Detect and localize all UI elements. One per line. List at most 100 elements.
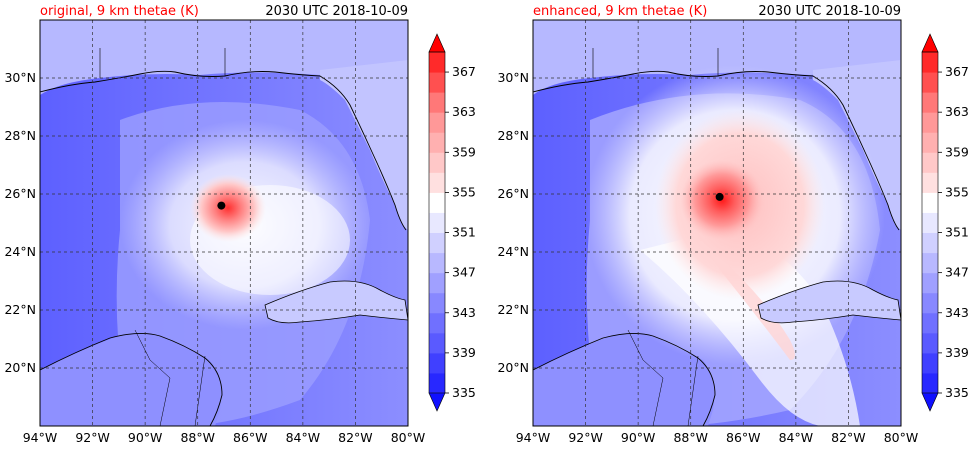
colorbar-tick-label: 363 xyxy=(945,104,969,119)
colorbar-segment xyxy=(922,92,938,113)
colorbar-tick-label: 359 xyxy=(452,144,476,159)
colorbar-segment xyxy=(922,152,938,173)
colorbar-segment xyxy=(429,112,445,133)
colorbar-segment xyxy=(429,212,445,234)
colorbar-segment xyxy=(429,152,445,173)
panel-enhanced-map xyxy=(533,20,901,426)
colorbar-tick-label: 339 xyxy=(945,345,969,360)
lon-tick-label: 86°W xyxy=(726,430,761,445)
colorbar-tick-label: 335 xyxy=(452,385,476,400)
lon-tick-label: 94°W xyxy=(23,430,58,445)
lat-axis: 20°N 22°N 24°N 26°N 28°N 30°N xyxy=(4,70,36,375)
colorbar-segment xyxy=(429,172,445,193)
storm-center-marker xyxy=(217,201,226,210)
colorbar-tick-label: 347 xyxy=(452,265,476,280)
colorbar-frame xyxy=(428,51,446,394)
lon-tick-label: 90°W xyxy=(621,430,656,445)
lat-axis: 20°N 22°N 24°N 26°N 28°N 30°N xyxy=(497,70,529,375)
colorbar-extend-max xyxy=(428,33,446,53)
colorbar-segment xyxy=(429,92,445,113)
land-yucatan xyxy=(533,333,715,426)
lon-tick-label: 92°W xyxy=(568,430,603,445)
lat-tick-label: 30°N xyxy=(4,70,36,85)
lon-axis: 94°W 92°W 90°W 88°W 86°W 84°W 82°W 80°W xyxy=(23,430,426,445)
panel-original-frame xyxy=(39,19,409,427)
colorbar-segment xyxy=(922,312,938,334)
colorbar-segment xyxy=(429,332,445,354)
colorbar-segment xyxy=(922,252,938,274)
lat-tick-label: 22°N xyxy=(4,302,36,317)
colorbar-tick-label: 359 xyxy=(945,144,969,159)
colorbar-segment xyxy=(922,132,938,153)
lon-axis: 94°W 92°W 90°W 88°W 86°W 84°W 82°W 80°W xyxy=(516,430,919,445)
colorbar-segment xyxy=(429,192,445,213)
colorbar-segment xyxy=(429,272,445,294)
storm-core xyxy=(190,174,266,242)
panel-original: original, 9 km thetae (K) 2030 UTC 2018-… xyxy=(4,4,425,445)
colorbar-segment xyxy=(922,52,938,73)
colorbar-segment xyxy=(429,232,445,254)
colorbar-segment xyxy=(429,132,445,153)
lon-tick-label: 80°W xyxy=(391,430,426,445)
state-borders xyxy=(99,48,226,78)
colorbar-extend-min xyxy=(428,392,446,412)
lon-tick-label: 92°W xyxy=(75,430,110,445)
lon-tick-label: 88°W xyxy=(180,430,215,445)
lon-tick-label: 82°W xyxy=(338,430,373,445)
lat-tick-label: 22°N xyxy=(497,302,529,317)
lon-tick-label: 80°W xyxy=(884,430,919,445)
colorbar-tick-label: 363 xyxy=(452,104,476,119)
colorbar-segment xyxy=(922,192,938,213)
lat-tick-label: 24°N xyxy=(4,244,36,259)
lat-tick-label: 30°N xyxy=(497,70,529,85)
colorbar-segment xyxy=(922,172,938,193)
colorbar-segment xyxy=(922,212,938,234)
graticule xyxy=(40,20,408,426)
lat-tick-label: 28°N xyxy=(4,128,36,143)
land-florida xyxy=(320,60,408,230)
colorbar-segment xyxy=(922,72,938,93)
colorbar-segment xyxy=(922,292,938,314)
colorbar-enhanced: 335 339 343 347 351 355 359 363 367 xyxy=(921,33,969,412)
storm-center-marker xyxy=(715,192,724,201)
lat-tick-label: 20°N xyxy=(497,360,529,375)
colorbar-segment xyxy=(922,352,938,374)
lat-tick-label: 26°N xyxy=(497,186,529,201)
coastline-gulf xyxy=(533,70,900,231)
colorbar-segment xyxy=(922,272,938,294)
colorbar-segment xyxy=(922,112,938,133)
panel-original-map xyxy=(40,20,408,426)
rainband xyxy=(700,240,795,360)
colorbar-segment xyxy=(429,312,445,334)
colorbar-segment xyxy=(922,332,938,354)
lon-tick-label: 84°W xyxy=(779,430,814,445)
colorbar-segment xyxy=(429,52,445,73)
colorbar-extend-min xyxy=(921,392,939,412)
coastline-yucatan xyxy=(40,333,223,426)
colorbar-segment xyxy=(429,292,445,314)
colorbar-extend-max xyxy=(921,33,939,53)
lon-tick-label: 94°W xyxy=(516,430,551,445)
panel-enhanced-frame xyxy=(532,19,902,427)
lat-tick-label: 28°N xyxy=(497,128,529,143)
land-yucatan xyxy=(40,333,222,426)
colorbar-tick-label: 335 xyxy=(945,385,969,400)
colorbar-segment xyxy=(922,372,938,394)
colorbar-tick-label: 347 xyxy=(945,265,969,280)
lon-tick-label: 88°W xyxy=(673,430,708,445)
colorbar-tick-label: 355 xyxy=(945,184,969,199)
colorbar-tick-label: 351 xyxy=(945,225,969,240)
lon-tick-label: 82°W xyxy=(831,430,866,445)
lon-tick-label: 90°W xyxy=(128,430,163,445)
land-florida xyxy=(813,60,901,230)
colorbar-segment xyxy=(429,372,445,394)
lat-tick-label: 26°N xyxy=(4,186,36,201)
panel-enhanced-title: enhanced, 9 km thetae (K) xyxy=(533,4,707,19)
land-north xyxy=(40,20,408,95)
lon-tick-label: 86°W xyxy=(233,430,268,445)
coastline-gulf xyxy=(40,70,407,231)
panel-original-time: 2030 UTC 2018-10-09 xyxy=(265,4,408,19)
colorbar-segment xyxy=(429,72,445,93)
colorbar-segment xyxy=(429,352,445,374)
